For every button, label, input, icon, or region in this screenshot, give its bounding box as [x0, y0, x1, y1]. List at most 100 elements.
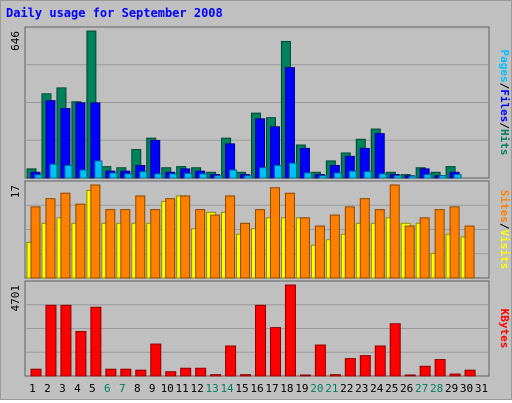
bar-sites-day-2: [45, 198, 56, 279]
bar-sites-day-27: [419, 217, 430, 279]
bar-kbytes-day-7: [120, 368, 132, 377]
legend-visits: Visits: [498, 230, 511, 270]
bar-pages-day-17: [273, 164, 282, 179]
bar-kbytes-day-27: [419, 365, 431, 377]
bar-pages-day-1: [34, 174, 43, 179]
bar-sites-day-9: [150, 209, 161, 279]
day-label-26: 26: [400, 382, 413, 395]
bar-pages-day-6: [109, 172, 118, 179]
top-max-label: 646: [9, 31, 22, 51]
bar-kbytes-day-6: [105, 368, 117, 377]
legend-separator: /: [498, 122, 511, 129]
bar-kbytes-day-26: [404, 374, 416, 377]
day-label-9: 9: [149, 382, 156, 395]
bar-pages-day-15: [244, 175, 253, 179]
bar-kbytes-day-17: [269, 327, 281, 377]
bar-pages-day-13: [214, 175, 223, 179]
top-legend: Pages/Files/Hits: [498, 50, 511, 156]
day-label-15: 15: [235, 382, 248, 395]
series-pages: [34, 160, 462, 179]
bar-pages-day-18: [288, 162, 297, 179]
day-label-29: 29: [445, 382, 458, 395]
bar-pages-day-10: [169, 173, 178, 179]
legend-pages: Pages: [498, 50, 511, 83]
day-label-18: 18: [280, 382, 293, 395]
day-label-2: 2: [44, 382, 51, 395]
bar-pages-day-22: [348, 170, 357, 179]
middle-max-label: 17: [9, 185, 22, 198]
bar-sites-day-15: [240, 222, 251, 279]
day-label-21: 21: [325, 382, 338, 395]
bar-kbytes-day-21: [329, 374, 341, 377]
day-label-23: 23: [355, 382, 368, 395]
day-label-24: 24: [370, 382, 384, 395]
bar-sites-day-3: [60, 192, 71, 279]
bottom-legend: KBytes: [498, 309, 511, 349]
bar-kbytes-day-20: [314, 344, 326, 377]
bar-kbytes-day-23: [359, 355, 371, 377]
bar-sites-day-16: [255, 209, 266, 279]
bar-sites-day-26: [404, 225, 415, 279]
bar-kbytes-day-19: [299, 374, 311, 377]
day-label-8: 8: [134, 382, 141, 395]
bar-sites-day-25: [389, 184, 400, 279]
bottom-max-label: 4701: [9, 285, 22, 312]
bar-kbytes-day-25: [389, 323, 401, 377]
bar-kbytes-day-3: [60, 304, 72, 377]
day-label-10: 10: [161, 382, 174, 395]
bar-sites-day-10: [165, 198, 176, 279]
bar-pages-day-12: [199, 173, 208, 179]
bar-pages-day-2: [49, 163, 58, 179]
bar-sites-day-20: [314, 225, 325, 279]
bar-pages-day-28: [438, 175, 447, 179]
bar-kbytes-day-22: [344, 358, 356, 377]
bar-pages-day-25: [393, 175, 402, 179]
bar-sites-day-22: [344, 206, 355, 279]
bar-sites-day-14: [225, 195, 236, 279]
bar-sites-day-18: [284, 192, 295, 279]
bar-pages-day-21: [333, 172, 342, 179]
legend-files: Files: [498, 89, 511, 122]
bar-pages-day-29: [453, 174, 462, 179]
bar-kbytes-day-13: [210, 374, 222, 377]
middle-legend: Sites/Visits: [498, 190, 511, 270]
day-label-11: 11: [176, 382, 189, 395]
bar-pages-day-7: [124, 173, 133, 179]
day-label-16: 16: [250, 382, 263, 395]
bar-pages-day-3: [64, 164, 73, 179]
bar-pages-day-19: [303, 172, 312, 179]
day-label-28: 28: [430, 382, 443, 395]
bar-sites-day-17: [269, 187, 280, 279]
bar-sites-day-6: [105, 209, 116, 279]
bar-kbytes-day-1: [30, 368, 42, 377]
bar-sites-day-29: [449, 206, 460, 279]
day-label-7: 7: [119, 382, 126, 395]
bar-sites-day-24: [374, 209, 385, 279]
bar-kbytes-day-4: [75, 330, 87, 377]
bar-kbytes-day-9: [150, 343, 162, 377]
bottom-panel: 4701 KBytes: [9, 280, 511, 377]
bar-sites-day-23: [359, 198, 370, 279]
bar-files-day-4: [75, 102, 86, 179]
day-label-4: 4: [74, 382, 81, 395]
day-label-1: 1: [29, 382, 36, 395]
bar-kbytes-day-5: [90, 306, 102, 377]
bar-pages-day-8: [139, 171, 148, 179]
day-label-14: 14: [220, 382, 234, 395]
legend-sites: Sites: [498, 190, 511, 223]
bar-pages-day-9: [154, 173, 163, 179]
chart-title: Daily usage for September 2008: [6, 6, 223, 20]
bar-kbytes-day-30: [464, 369, 476, 377]
bar-kbytes-day-24: [374, 345, 386, 377]
bar-sites-day-1: [30, 206, 41, 279]
bar-pages-day-27: [423, 174, 432, 179]
bar-kbytes-day-10: [165, 371, 177, 377]
series-files: [30, 67, 460, 179]
bar-kbytes-day-29: [449, 373, 461, 377]
bar-pages-day-16: [259, 167, 268, 179]
legend-separator: /: [498, 223, 511, 230]
day-label-22: 22: [340, 382, 353, 395]
